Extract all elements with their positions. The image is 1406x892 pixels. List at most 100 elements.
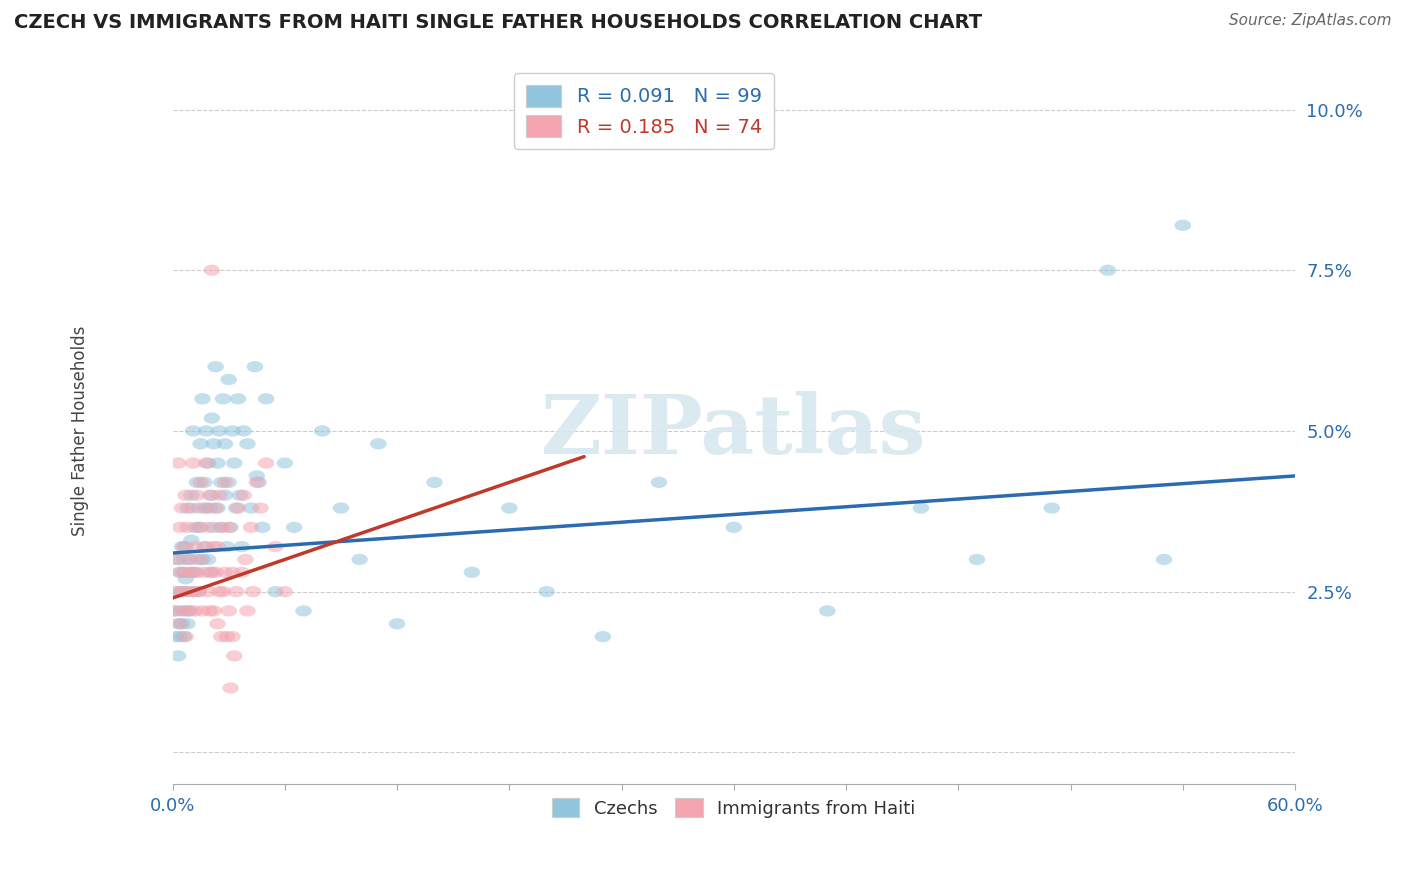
Ellipse shape	[212, 522, 229, 533]
Ellipse shape	[211, 586, 228, 598]
Ellipse shape	[204, 566, 221, 578]
Ellipse shape	[226, 650, 243, 662]
Ellipse shape	[912, 502, 929, 514]
Ellipse shape	[222, 522, 239, 533]
Ellipse shape	[595, 631, 612, 642]
Ellipse shape	[180, 502, 195, 514]
Ellipse shape	[211, 490, 228, 501]
Ellipse shape	[217, 566, 233, 578]
Ellipse shape	[172, 606, 188, 616]
Ellipse shape	[1174, 219, 1191, 231]
Ellipse shape	[198, 541, 215, 552]
Ellipse shape	[209, 458, 226, 468]
Ellipse shape	[174, 541, 190, 552]
Ellipse shape	[194, 554, 211, 566]
Ellipse shape	[180, 522, 195, 533]
Ellipse shape	[174, 586, 190, 598]
Ellipse shape	[212, 522, 229, 533]
Ellipse shape	[254, 522, 270, 533]
Ellipse shape	[187, 522, 204, 533]
Ellipse shape	[183, 566, 200, 578]
Ellipse shape	[166, 606, 183, 616]
Ellipse shape	[501, 502, 517, 514]
Ellipse shape	[224, 631, 240, 642]
Ellipse shape	[267, 586, 284, 598]
Ellipse shape	[239, 606, 256, 616]
Ellipse shape	[200, 458, 217, 468]
Ellipse shape	[285, 522, 302, 533]
Ellipse shape	[229, 502, 246, 514]
Ellipse shape	[176, 554, 193, 566]
Ellipse shape	[389, 618, 405, 630]
Ellipse shape	[183, 566, 200, 578]
Ellipse shape	[172, 566, 188, 578]
Ellipse shape	[233, 566, 250, 578]
Ellipse shape	[201, 566, 218, 578]
Ellipse shape	[195, 476, 212, 488]
Ellipse shape	[211, 425, 228, 436]
Ellipse shape	[200, 586, 217, 598]
Ellipse shape	[180, 586, 195, 598]
Ellipse shape	[195, 566, 212, 578]
Ellipse shape	[205, 438, 222, 450]
Ellipse shape	[218, 541, 235, 552]
Ellipse shape	[195, 502, 212, 514]
Ellipse shape	[257, 458, 274, 468]
Ellipse shape	[183, 534, 200, 546]
Ellipse shape	[177, 541, 194, 552]
Ellipse shape	[217, 438, 233, 450]
Ellipse shape	[246, 361, 263, 372]
Ellipse shape	[243, 522, 259, 533]
Ellipse shape	[538, 586, 555, 598]
Ellipse shape	[174, 618, 190, 630]
Ellipse shape	[205, 522, 222, 533]
Ellipse shape	[222, 682, 239, 694]
Ellipse shape	[820, 606, 835, 616]
Ellipse shape	[426, 476, 443, 488]
Ellipse shape	[1156, 554, 1173, 566]
Ellipse shape	[205, 541, 222, 552]
Y-axis label: Single Father Households: Single Father Households	[72, 326, 89, 536]
Ellipse shape	[180, 618, 195, 630]
Ellipse shape	[221, 606, 238, 616]
Ellipse shape	[221, 476, 238, 488]
Ellipse shape	[201, 490, 218, 501]
Ellipse shape	[217, 476, 233, 488]
Ellipse shape	[177, 573, 194, 584]
Ellipse shape	[198, 502, 215, 514]
Ellipse shape	[169, 554, 184, 566]
Ellipse shape	[725, 522, 742, 533]
Ellipse shape	[221, 522, 238, 533]
Ellipse shape	[186, 586, 201, 598]
Ellipse shape	[1043, 502, 1060, 514]
Ellipse shape	[267, 541, 284, 552]
Ellipse shape	[194, 393, 211, 404]
Ellipse shape	[333, 502, 349, 514]
Ellipse shape	[212, 631, 229, 642]
Ellipse shape	[277, 458, 292, 468]
Ellipse shape	[176, 541, 193, 552]
Ellipse shape	[177, 566, 194, 578]
Ellipse shape	[176, 631, 193, 642]
Ellipse shape	[195, 541, 212, 552]
Ellipse shape	[187, 566, 204, 578]
Ellipse shape	[176, 606, 193, 616]
Ellipse shape	[181, 554, 198, 566]
Ellipse shape	[249, 470, 264, 482]
Ellipse shape	[186, 586, 201, 598]
Ellipse shape	[193, 438, 209, 450]
Ellipse shape	[651, 476, 668, 488]
Ellipse shape	[187, 541, 204, 552]
Text: CZECH VS IMMIGRANTS FROM HAITI SINGLE FATHER HOUSEHOLDS CORRELATION CHART: CZECH VS IMMIGRANTS FROM HAITI SINGLE FA…	[14, 13, 983, 32]
Ellipse shape	[212, 476, 229, 488]
Ellipse shape	[172, 566, 188, 578]
Ellipse shape	[180, 586, 195, 598]
Ellipse shape	[181, 554, 198, 566]
Ellipse shape	[228, 502, 245, 514]
Text: Source: ZipAtlas.com: Source: ZipAtlas.com	[1229, 13, 1392, 29]
Ellipse shape	[217, 490, 233, 501]
Ellipse shape	[188, 566, 205, 578]
Ellipse shape	[187, 606, 204, 616]
Ellipse shape	[188, 490, 205, 501]
Ellipse shape	[177, 606, 194, 616]
